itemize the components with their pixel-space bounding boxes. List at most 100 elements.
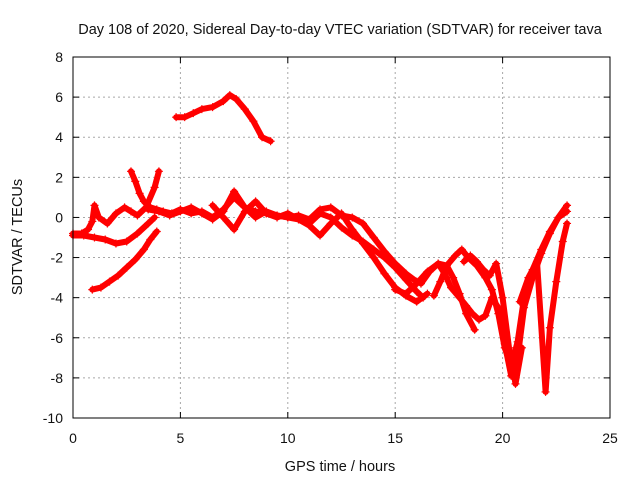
data-point — [380, 269, 389, 278]
data-point — [154, 167, 163, 176]
data-point — [133, 211, 142, 220]
data-point — [412, 297, 421, 306]
data-point — [219, 213, 228, 222]
data-point — [416, 279, 425, 288]
data-point — [176, 207, 185, 216]
data-point — [262, 209, 271, 218]
data-point — [111, 209, 120, 218]
data-point — [126, 167, 135, 176]
y-tick-label: 4 — [55, 129, 63, 145]
data-point — [436, 277, 445, 286]
data-point — [459, 257, 468, 266]
data-point — [90, 201, 99, 210]
data-point — [401, 289, 410, 298]
data-point — [266, 137, 275, 146]
trace-band — [516, 220, 570, 395]
satellite-trace-11 — [459, 251, 526, 388]
grid-lines — [73, 57, 610, 418]
data-point — [447, 283, 456, 292]
data-point — [208, 215, 217, 224]
data-point — [165, 211, 174, 220]
data-point — [515, 297, 524, 306]
data-point — [111, 239, 120, 248]
data-point — [358, 219, 367, 228]
data-point — [380, 247, 389, 256]
data-point — [144, 219, 153, 228]
data-point — [517, 343, 526, 352]
data-point — [326, 203, 335, 212]
satellite-trace-4 — [88, 227, 161, 294]
data-point — [187, 203, 196, 212]
data-point — [470, 325, 479, 334]
data-point — [208, 201, 217, 210]
trace-band — [128, 168, 427, 301]
data-point — [554, 213, 563, 222]
data-point — [240, 105, 249, 114]
data-point — [283, 209, 292, 218]
data-point — [513, 337, 522, 346]
data-point — [258, 133, 267, 142]
data-point — [139, 197, 148, 206]
data-point — [230, 225, 239, 234]
data-point — [505, 343, 514, 352]
data-point — [105, 277, 114, 286]
data-point — [451, 251, 460, 260]
plot-frame — [72, 56, 611, 419]
data-point — [391, 285, 400, 294]
x-tick-label: 25 — [602, 430, 618, 446]
data-point — [532, 257, 541, 266]
data-point — [88, 285, 97, 294]
data-point — [103, 219, 112, 228]
data-point — [122, 237, 131, 246]
data-point — [120, 203, 129, 212]
data-point — [498, 293, 507, 302]
data-point — [219, 97, 228, 106]
data-point — [94, 213, 103, 222]
data-point — [449, 273, 458, 282]
data-point — [425, 267, 434, 276]
data-point — [240, 207, 249, 216]
y-tick-label: -10 — [43, 410, 63, 426]
y-tick-label: 0 — [55, 209, 63, 225]
data-point — [492, 259, 501, 268]
trace-band — [173, 92, 274, 145]
data-point — [84, 225, 93, 234]
data-point — [316, 205, 325, 214]
data-point — [172, 113, 181, 122]
data-point — [150, 213, 159, 222]
chart-title: Day 108 of 2020, Sidereal Day-to-day VTE… — [78, 22, 602, 38]
y-tick-label: 8 — [55, 49, 63, 65]
data-point — [457, 245, 466, 254]
data-point — [180, 113, 189, 122]
x-axis-label: GPS time / hours — [285, 459, 395, 475]
data-point — [326, 219, 335, 228]
trace-band — [460, 252, 525, 387]
data-point — [154, 207, 163, 216]
data-point — [466, 251, 475, 260]
data-point — [541, 387, 550, 396]
data-point — [305, 221, 314, 230]
data-point — [208, 103, 217, 112]
data-point — [472, 257, 481, 266]
tick-marks — [72, 56, 611, 419]
data-point — [348, 225, 357, 234]
x-tick-labels: 0 5 10 15 20 25 — [69, 430, 618, 446]
data-point — [545, 227, 554, 236]
data-point — [88, 217, 97, 226]
data-point — [232, 95, 241, 104]
trace-band — [145, 188, 420, 285]
data-point — [139, 245, 148, 254]
data-point — [563, 207, 572, 216]
data-point — [273, 213, 282, 222]
data-point — [230, 187, 239, 196]
data-point — [249, 117, 258, 126]
data-point — [479, 265, 488, 274]
data-point — [146, 235, 155, 244]
data-point — [552, 277, 561, 286]
trace-band — [70, 168, 162, 237]
data-point — [114, 271, 123, 280]
x-tick-label: 5 — [177, 430, 185, 446]
data-point — [369, 233, 378, 242]
data-point — [131, 255, 140, 264]
